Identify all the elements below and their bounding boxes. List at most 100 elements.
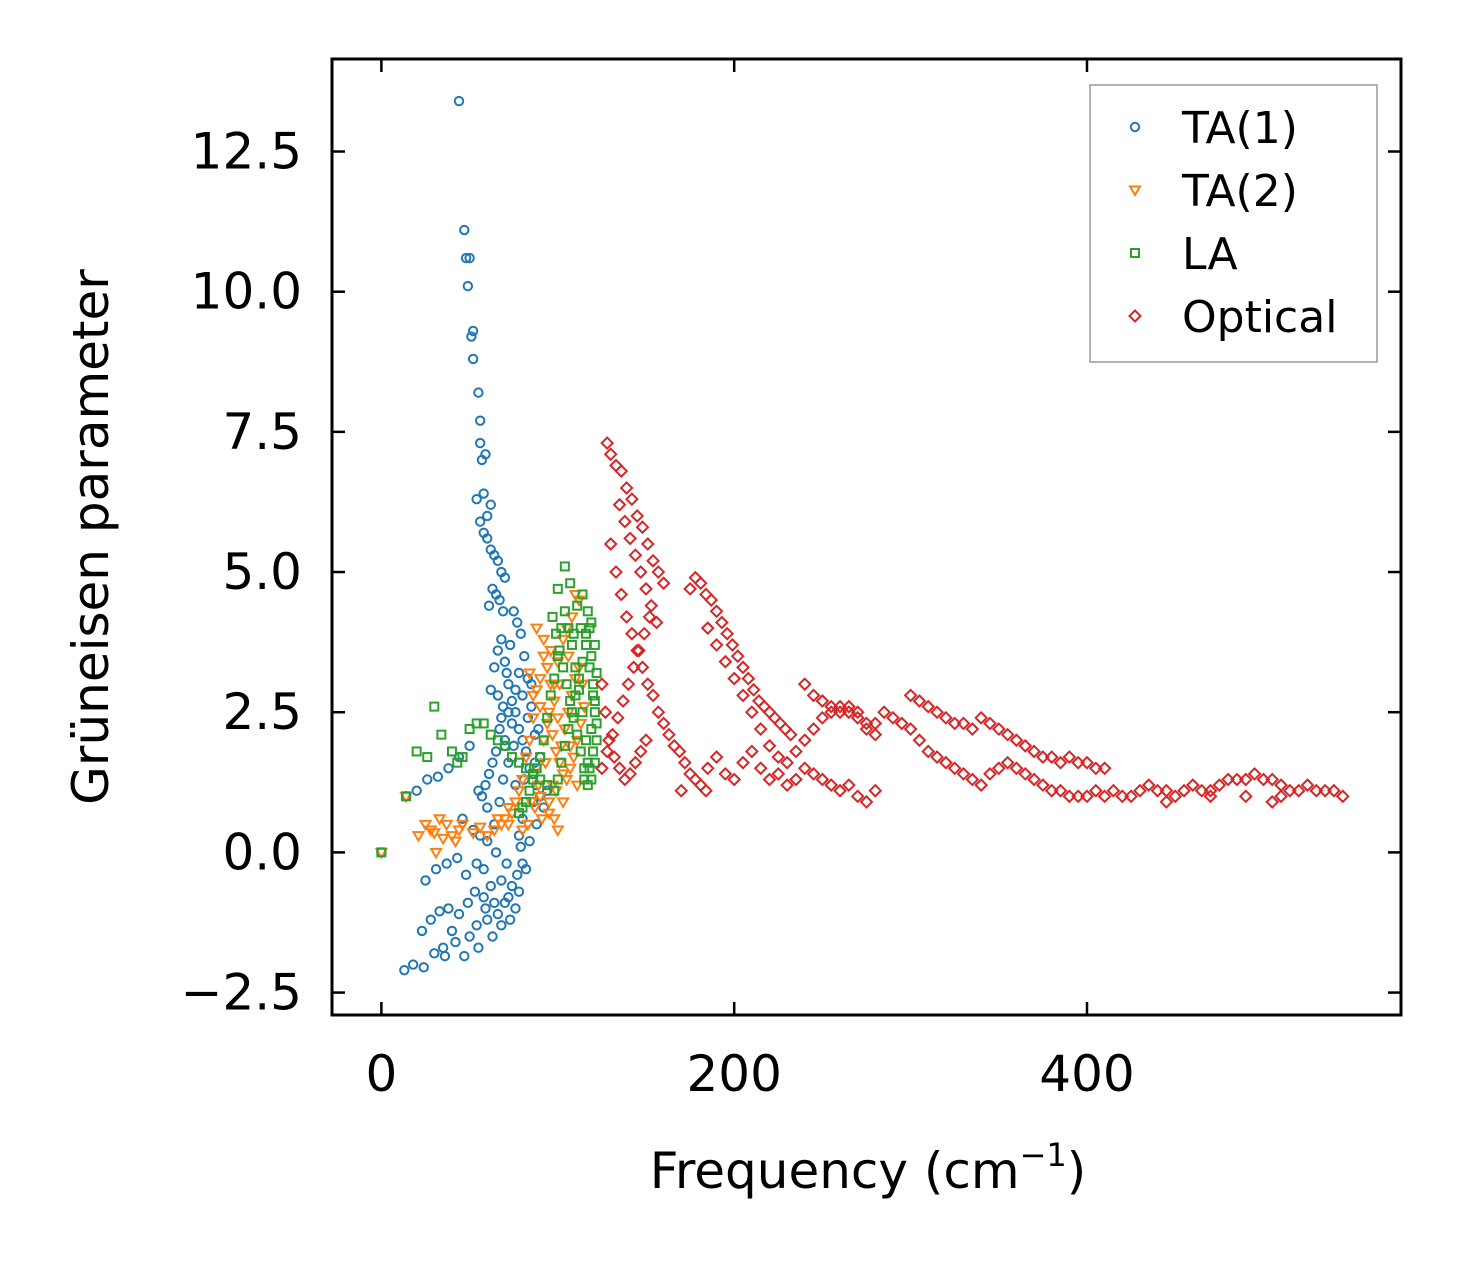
data-point [859,795,874,809]
data-point [524,835,535,847]
data-point [492,735,503,746]
data-point [612,497,627,512]
data-point [466,331,477,342]
data-point [1309,783,1324,798]
data-point [621,677,636,692]
x-tick-label: 200 [686,1045,781,1103]
data-point [586,617,597,628]
data-point [1027,744,1041,759]
data-point [602,733,616,748]
data-point [538,802,549,813]
data-point [584,662,595,673]
data-point [499,656,511,667]
data-point [806,766,821,781]
data-point [612,761,627,776]
data-point [496,634,507,645]
data-point [947,761,962,776]
data-point [506,880,518,892]
data-point [549,785,560,796]
data-point [718,654,733,669]
data-point [462,897,474,909]
data-point [556,634,570,647]
data-point [464,724,475,735]
data-point [727,671,742,686]
legend: TA(1) TA(2) LA Optical [1089,84,1378,363]
data-point [640,677,655,692]
data-point [1300,778,1315,793]
data-point [538,735,549,746]
data-point [930,705,944,720]
data-point [520,746,532,757]
data-point [628,755,643,770]
data-point [642,609,657,624]
data-point [894,716,909,731]
data-point [575,623,586,634]
data-point [471,920,482,931]
data-point [427,828,442,840]
data-point [921,744,936,759]
data-point [700,761,715,776]
data-point [510,707,521,718]
data-point [411,831,426,843]
data-point [965,722,980,736]
y-tick-label: 5.0 [222,543,302,601]
data-point [1062,750,1077,764]
data-point [841,699,856,714]
data-point [497,606,509,617]
data-point [535,814,549,826]
data-point [453,95,465,107]
data-point [559,775,574,787]
data-point [487,757,498,768]
data-point [480,831,494,843]
data-point [499,740,510,751]
data-point [824,778,839,793]
data-point [594,677,609,692]
data-point [1159,795,1174,809]
data-point [494,796,505,808]
data-point [603,537,618,551]
data-point [480,903,491,914]
data-point [594,761,609,776]
data-point [556,623,567,634]
data-point [418,962,429,973]
data-point [497,774,509,785]
data-point [529,685,544,697]
data-point [974,710,989,725]
data-point [512,786,526,798]
data-point [549,746,563,759]
data-point [771,750,786,764]
data-point [482,802,493,813]
data-point [513,808,524,819]
data-point [513,667,525,679]
data-point [806,722,821,736]
data-point [512,617,523,628]
data-point [850,789,865,804]
data-point [674,783,689,798]
data-point [815,710,830,725]
data-point [718,766,733,781]
data-point [699,783,713,798]
data-point [496,875,507,886]
data-point [492,690,504,701]
data-point [633,744,648,759]
data-point [651,705,666,720]
data-point [637,626,652,641]
data-point [528,803,542,815]
data-point [824,705,839,720]
data-point [709,638,724,652]
data-point [482,835,493,847]
data-point [411,746,422,757]
data-point [476,791,488,802]
data-point [424,825,438,837]
data-point [656,576,671,591]
data-point [506,752,517,763]
data-point [512,869,523,881]
data-point [644,598,659,613]
data-point [886,710,900,725]
data-point [614,464,629,479]
data-point [584,763,595,774]
data-point [1071,789,1086,804]
data-point [639,581,653,596]
data-point [1080,755,1094,770]
data-point [515,775,530,787]
